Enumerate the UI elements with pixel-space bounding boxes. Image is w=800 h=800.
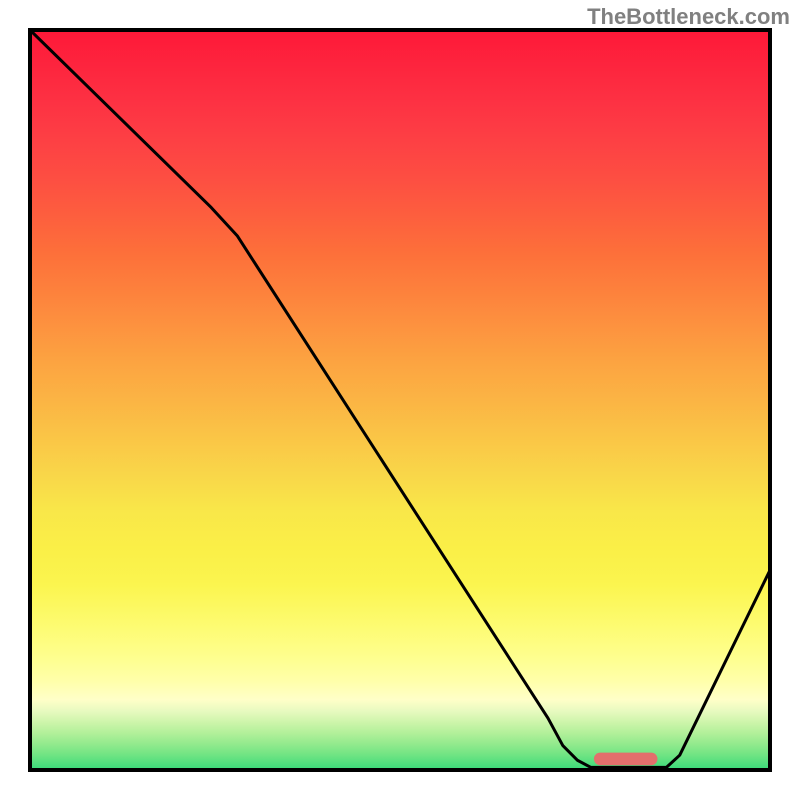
optimal-range-marker xyxy=(594,753,658,766)
gradient-background xyxy=(30,30,770,770)
watermark-text: TheBottleneck.com xyxy=(587,4,790,30)
bottleneck-chart xyxy=(0,0,800,800)
chart-root: TheBottleneck.com xyxy=(0,0,800,800)
